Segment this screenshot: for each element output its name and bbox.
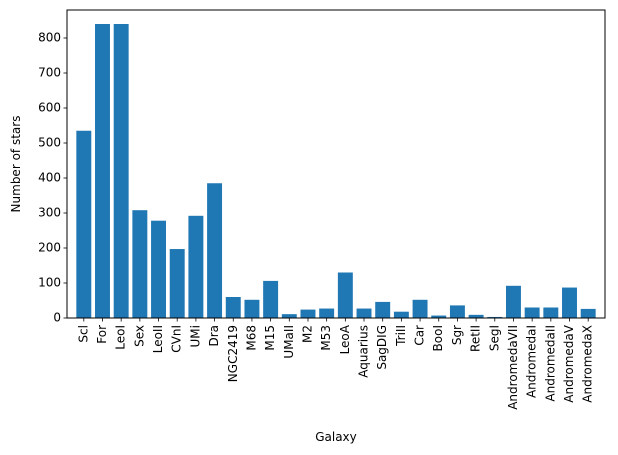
bar-AndromedaX [580,308,596,318]
x-tick-label: M68 [244,325,258,351]
plot-frame [66,9,606,319]
bar-M68 [244,299,260,318]
y-tick-label: 100 [38,276,61,290]
x-tick-label: Sgr [450,325,464,345]
y-tick-label: 300 [38,206,61,220]
bars-group [76,24,596,318]
bar-AndromedaII [543,307,559,318]
y-tick-label: 700 [38,66,61,80]
y-tick-label: 400 [38,171,61,185]
x-tick-label: M2 [300,325,314,343]
bar-SegI [487,316,503,318]
bar-AndromedaVII [505,285,521,318]
x-tick-label: LeoII [151,325,165,353]
y-tick-label: 0 [53,311,61,325]
x-tick-label: Dra [207,325,221,347]
x-tick-label: AndromedaX [581,325,595,403]
x-tick-label: Sex [132,325,146,347]
x-tick-label: BooI [431,325,445,351]
x-tick-label: AndromedaI [525,325,539,398]
x-tick-label: NGC2419 [226,325,240,382]
bar-Car [412,299,428,318]
bar-SagDIG [375,301,391,318]
bar-TriII [393,311,409,318]
bar-AndromedaI [524,307,540,318]
bar-LeoA [337,272,353,318]
x-tick-label: Car [413,325,427,346]
bar-LeoI [113,24,129,318]
bar-M53 [319,308,335,318]
x-tick-label: LeoA [338,324,352,354]
y-tick-label: 600 [38,101,61,115]
bar-AndromedaV [562,287,577,318]
y-tick-label: 500 [38,136,61,150]
x-tick-label: RetII [469,325,483,352]
bar-For [95,24,110,318]
x-tick-label: SegI [487,325,501,351]
x-tick-label: M53 [319,325,333,351]
y-tick-label: 200 [38,241,61,255]
y-tick-label: 800 [38,31,61,45]
bar-Sgr [449,305,465,318]
x-axis-ticks: Scl For LeoI Sex LeoII CVnI UMi Dra NGC2419 M68 M1… [76,318,595,410]
bar-M15 [263,280,279,318]
x-tick-label: Aquarius [357,325,371,378]
x-tick-label: Scl [76,325,90,343]
bar-Aquarius [356,308,372,318]
bar-UMi [188,215,204,318]
bar-BooI [431,315,447,318]
bar-M2 [300,309,316,318]
x-tick-label: SagDIG [375,325,389,370]
bar-Scl [76,130,92,318]
x-tick-label: UMi [188,325,202,347]
x-tick-label: For [95,325,109,344]
y-axis-ticks: 0 100 200 300 400 500 600 700 800 [38,31,67,325]
x-axis-label: Galaxy [315,430,357,444]
x-tick-label: TriII [394,325,408,347]
bar-LeoII [151,220,166,318]
bar-CVnI [169,249,185,318]
x-tick-label: AndromedaVII [506,325,520,410]
x-tick-label: UMaII [282,325,296,359]
x-tick-label: AndromedaII [543,325,557,402]
bar-UMaII [281,314,297,318]
bar-Sex [132,210,148,318]
bar-NGC2419 [225,297,241,318]
y-axis-label: Number of stars [9,116,23,213]
x-tick-label: LeoI [114,325,128,350]
bar-RetII [468,314,484,318]
x-tick-label: CVnI [170,325,184,353]
x-tick-label: M15 [263,325,277,351]
bar-Dra [207,183,223,318]
x-tick-label: AndromedaV [562,324,576,402]
